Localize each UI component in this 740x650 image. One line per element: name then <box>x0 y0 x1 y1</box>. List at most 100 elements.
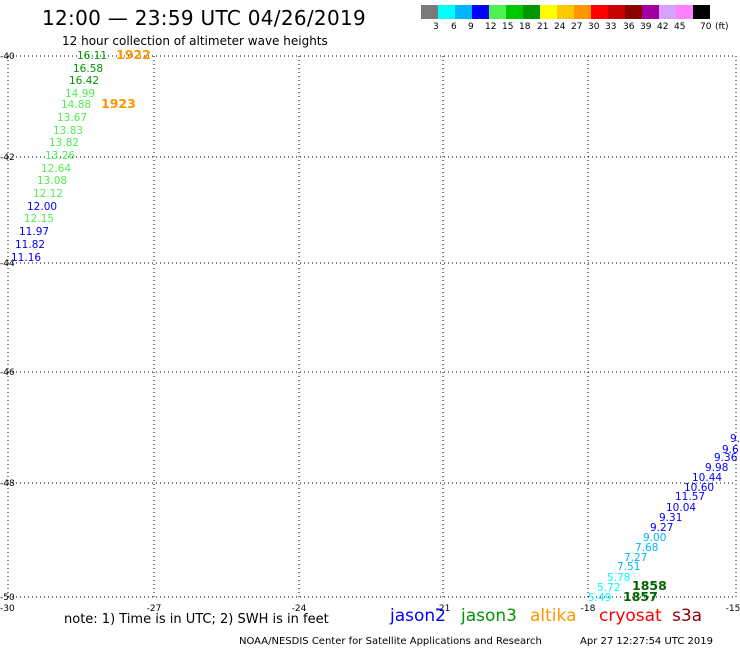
wave-height-value: 9.6 <box>722 444 739 456</box>
color-swatch <box>438 5 455 19</box>
color-legend-label: 9 <box>468 22 474 32</box>
color-swatch <box>591 5 608 19</box>
wave-height-value: 13.08 <box>37 175 67 187</box>
wave-height-value: 11.97 <box>19 226 49 238</box>
wave-height-value: 13.67 <box>57 112 87 124</box>
longitude-label: -27 <box>147 604 162 614</box>
color-swatch <box>421 5 438 19</box>
latitude-label: -46 <box>0 368 15 378</box>
color-swatch <box>659 5 676 19</box>
color-swatch <box>557 5 574 19</box>
color-legend-label: 70 <box>700 22 712 32</box>
wave-height-value: 5.78 <box>607 572 630 584</box>
longitude-label: -18 <box>581 604 596 614</box>
color-swatch <box>625 5 642 19</box>
wave-height-value: 11.57 <box>675 491 705 503</box>
wave-height-value: 9.31 <box>659 512 682 524</box>
color-legend-label: 24 <box>554 22 566 32</box>
wave-height-value: 12.15 <box>24 213 54 225</box>
wave-height-value: 13.26 <box>45 150 75 162</box>
color-legend-labels: 3 6 9 12 15 18 21 24 27 30 33 36 39 42 45 70 (ft) <box>421 22 740 34</box>
corner-latitude-label: -30 <box>0 604 15 614</box>
color-swatch <box>693 5 710 19</box>
units-note: note: 1) Time is in UTC; 2) SWH is in fe… <box>64 612 329 627</box>
color-swatch <box>489 5 506 19</box>
wave-height-value: 10.04 <box>666 502 696 514</box>
longitude-label: -24 <box>292 604 307 614</box>
color-swatch <box>506 5 523 19</box>
color-swatch <box>608 5 625 19</box>
wave-height-value: 11.82 <box>15 239 45 251</box>
longitude-label: -21 <box>436 604 451 614</box>
pass-time-label: 1857 <box>623 589 658 604</box>
color-swatch <box>523 5 540 19</box>
color-legend-label: 27 <box>571 22 583 32</box>
color-swatch <box>455 5 472 19</box>
wave-height-value: 14.88 <box>61 99 91 111</box>
altimeter-tracks: 16.1116.5816.4214.9914.8813.6713.8313.82… <box>11 47 740 604</box>
color-swatch <box>676 5 693 19</box>
color-legend-bar <box>421 5 710 19</box>
color-legend-label: 21 <box>537 22 549 32</box>
wave-height-value: 12.12 <box>33 188 63 200</box>
color-legend-label: 15 <box>502 22 514 32</box>
pass-time-label: 1922 <box>116 47 151 62</box>
wave-height-value: 16.58 <box>73 63 103 75</box>
wave-height-value: 14.99 <box>65 88 95 100</box>
color-legend-label: 18 <box>519 22 531 32</box>
axis-labels: -27 -24 -21 -18 -15 -40 -42 -44 -46 -48 -50-30 <box>0 52 740 614</box>
wave-height-value: 5.72 <box>597 582 620 594</box>
latitude-label: -40 <box>0 52 15 62</box>
pass-time-label: 1923 <box>101 96 136 111</box>
mission-label-jason3: jason3 <box>461 606 517 626</box>
color-legend-label: 33 <box>605 22 617 32</box>
mission-label-altika: altika <box>530 606 577 626</box>
color-legend-label: 6 <box>451 22 457 32</box>
generated-timestamp: Apr 27 12:27:54 UTC 2019 <box>580 636 713 647</box>
wave-height-value: 7.68 <box>635 542 658 554</box>
color-swatch <box>540 5 557 19</box>
longitude-label: -15 <box>726 604 740 614</box>
color-legend-label: 3 <box>433 22 439 32</box>
wave-height-value: 11.16 <box>11 252 41 264</box>
color-legend-label: 30 <box>588 22 600 32</box>
wave-height-value: 16.11 <box>77 50 107 62</box>
map-subtitle: 12 hour collection of altimeter wave hei… <box>62 34 328 48</box>
latitude-label: -48 <box>0 479 15 489</box>
color-swatch <box>574 5 591 19</box>
color-legend-label: 12 <box>485 22 497 32</box>
wave-height-value: 12.00 <box>27 201 57 213</box>
mission-label-s3a: s3a <box>672 606 703 626</box>
wave-height-value: 7.51 <box>617 561 640 573</box>
pass-time-label: 1858 <box>632 578 667 593</box>
mission-label-jason2: jason2 <box>390 606 446 626</box>
latitude-label: -44 <box>0 259 15 269</box>
latitude-label: -42 <box>0 153 15 163</box>
wave-height-value: 5.49 <box>588 592 611 604</box>
color-swatch <box>472 5 489 19</box>
color-legend-label: 42 <box>657 22 669 32</box>
color-swatch <box>642 5 659 19</box>
credit-line: NOAA/NESDIS Center for Satellite Applica… <box>239 636 542 647</box>
wave-height-value: 10.44 <box>692 472 722 484</box>
wave-height-value: 9. <box>730 433 740 445</box>
color-legend-label: 36 <box>623 22 635 32</box>
wave-height-value: 9.00 <box>643 532 666 544</box>
wave-height-value: 12.64 <box>41 163 71 175</box>
wave-height-value: 13.82 <box>49 137 79 149</box>
color-legend-label: 39 <box>640 22 652 32</box>
wave-height-value: 16.42 <box>69 75 99 87</box>
wave-height-value: 9.27 <box>650 522 673 534</box>
color-legend-label: 45 <box>674 22 686 32</box>
latitude-label: -50 <box>0 593 15 603</box>
color-legend-label: (ft) <box>715 22 729 32</box>
wave-height-value: 9.36 <box>714 452 738 464</box>
wave-height-value: 7.27 <box>624 552 647 564</box>
mission-label-cryosat: cryosat <box>599 606 662 626</box>
map-grid <box>7 55 737 598</box>
wave-height-value: 9.98 <box>705 462 728 474</box>
wave-height-value: 13.83 <box>53 125 83 137</box>
map-title: 12:00 — 23:59 UTC 04/26/2019 <box>42 6 367 30</box>
wave-height-value: 10.60 <box>684 482 714 494</box>
